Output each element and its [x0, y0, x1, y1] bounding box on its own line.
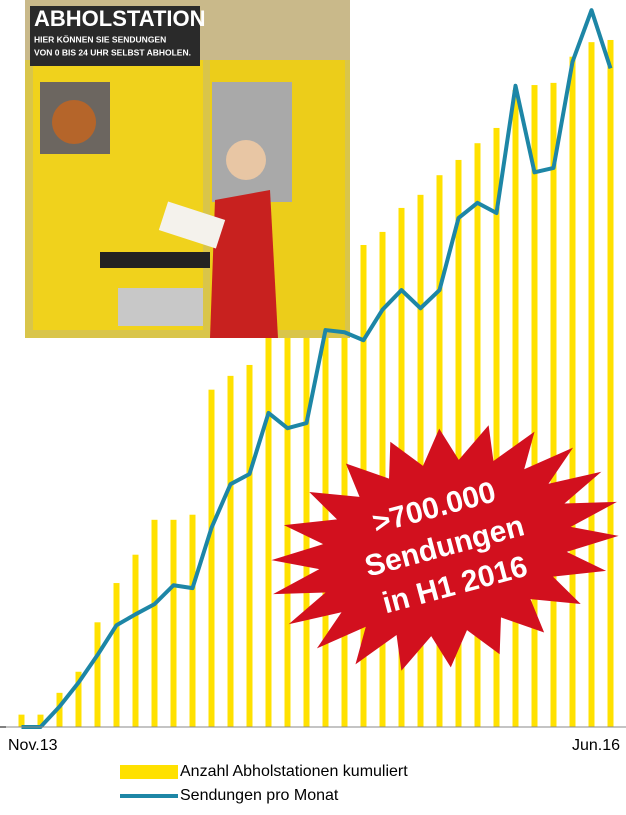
bar: [550, 82, 557, 728]
bar: [75, 671, 82, 727]
locker-open: [118, 288, 203, 326]
legend-label: Anzahl Abholstationen kumuliert: [180, 763, 408, 780]
line-series: [21, 8, 613, 729]
bar: [151, 519, 158, 727]
banner: [30, 6, 200, 66]
locker-door: [100, 252, 210, 268]
x-tick-label: Nov.13: [8, 737, 58, 754]
bar: [455, 159, 462, 727]
bar: [474, 143, 481, 727]
photo-title: ABHOLSTATION: [34, 6, 206, 31]
legend-label: Sendungen pro Monat: [180, 787, 339, 804]
bar: [569, 56, 576, 728]
bar: [189, 514, 196, 727]
bar: [227, 375, 234, 727]
photo: ABHOLSTATION HIER KÖNNEN SIE SENDUNGEN V…: [25, 0, 350, 338]
bar: [341, 255, 348, 727]
parcel: [158, 201, 226, 249]
bar: [607, 39, 614, 728]
bar: [56, 692, 63, 727]
bar: [588, 42, 595, 727]
photo-subtitle: HIER KÖNNEN SIE SENDUNGEN: [34, 34, 166, 44]
bar: [170, 519, 177, 727]
line: [21, 8, 613, 729]
bar: [417, 194, 424, 727]
starburst-shape: [271, 425, 619, 671]
bar: [113, 583, 120, 727]
bar: [512, 90, 519, 727]
bar: [531, 85, 538, 727]
bar: [18, 714, 25, 727]
bar: [37, 714, 44, 727]
bar: [284, 305, 291, 727]
person-head: [226, 140, 266, 180]
bar: [303, 290, 310, 727]
bar: [246, 364, 253, 727]
bar: [265, 335, 272, 727]
bar: [493, 127, 500, 727]
person: [210, 190, 278, 338]
photo-subtitle: VON 0 BIS 24 UHR SELBST ABHOLEN.: [34, 47, 191, 57]
legend-swatch: [120, 765, 178, 779]
x-tick-label: Jun.16: [572, 737, 620, 754]
bar: [208, 389, 215, 727]
bar: [132, 554, 139, 727]
buddha: [52, 100, 96, 144]
bar: [94, 622, 101, 727]
